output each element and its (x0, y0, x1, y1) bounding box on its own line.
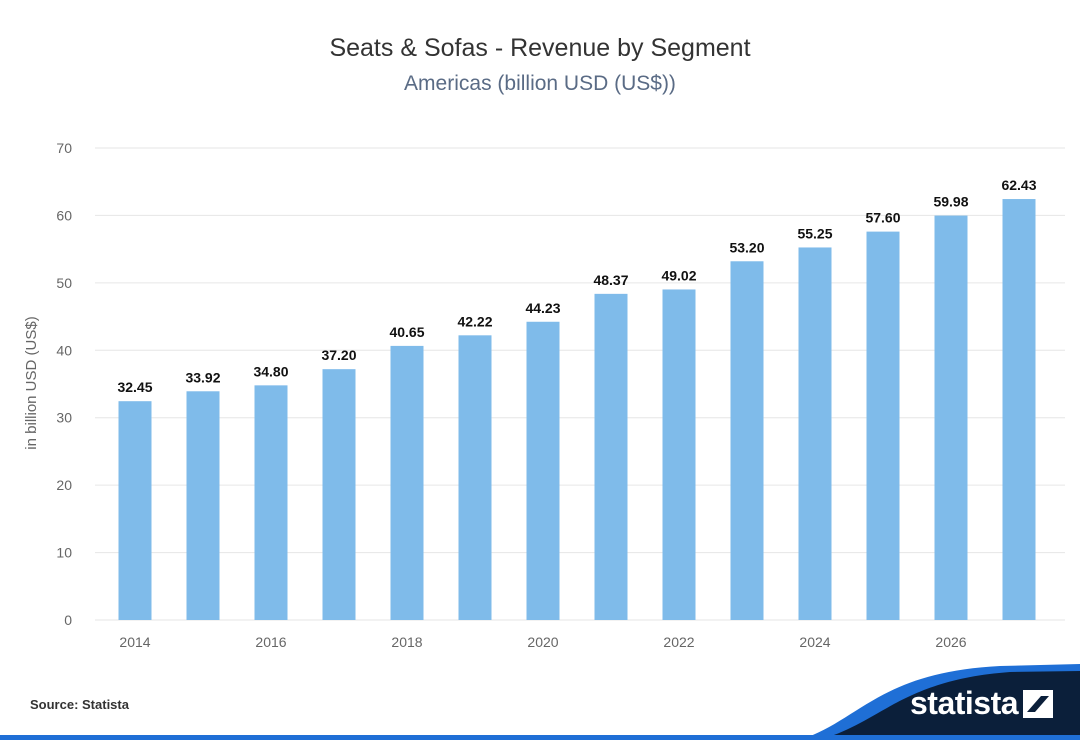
x-tick-label: 2014 (119, 634, 150, 650)
data-label: 32.45 (117, 379, 152, 395)
bar-2022[interactable] (662, 289, 696, 620)
bar-2014[interactable] (118, 401, 152, 620)
bar-2027[interactable] (1002, 199, 1036, 620)
bar-2015[interactable] (186, 391, 220, 620)
data-label: 57.60 (865, 210, 900, 226)
data-label: 48.37 (593, 272, 628, 288)
y-tick-label: 70 (56, 140, 72, 156)
data-label: 44.23 (525, 300, 560, 316)
data-label: 33.92 (185, 369, 220, 385)
data-label: 40.65 (389, 324, 424, 340)
y-tick-label: 0 (64, 612, 72, 628)
data-label: 49.02 (661, 267, 696, 283)
y-tick-label: 60 (56, 207, 72, 223)
data-label: 55.25 (797, 225, 832, 241)
data-label: 42.22 (457, 313, 492, 329)
grid-layer (95, 147, 1065, 621)
x-tick-label: 2024 (799, 634, 830, 650)
y-tick-label: 40 (56, 342, 72, 358)
y-tick-label: 30 (56, 410, 72, 426)
chart-title: Seats & Sofas - Revenue by Segment (329, 34, 751, 62)
statista-logo-text[interactable]: statista (910, 685, 1019, 721)
statista-logo-icon (1023, 690, 1053, 718)
bar-2023[interactable] (730, 261, 764, 620)
bars (118, 199, 1036, 621)
y-tick-label: 20 (56, 477, 72, 493)
data-label: 34.80 (253, 363, 288, 379)
y-tick-label: 50 (56, 275, 72, 291)
bar-2016[interactable] (254, 385, 288, 620)
x-tick-label: 2026 (935, 634, 966, 650)
y-axis: 0 10 20 30 40 50 60 70 (56, 140, 72, 628)
bar-2026[interactable] (934, 215, 968, 621)
bar-2019[interactable] (458, 335, 492, 620)
source-note: Source: Statista (30, 697, 129, 712)
x-tick-label: 2018 (391, 634, 422, 650)
bar-2017[interactable] (322, 369, 356, 620)
data-label: 59.98 (933, 194, 968, 210)
bar-2020[interactable] (526, 321, 560, 620)
bar-2025[interactable] (866, 231, 900, 620)
data-label: 53.20 (729, 239, 764, 255)
y-axis-label: in billion USD (US$) (23, 316, 40, 449)
bar-2021[interactable] (594, 293, 628, 620)
chart-subtitle: Americas (billion USD (US$)) (404, 72, 676, 95)
y-tick-label: 10 (56, 545, 72, 561)
x-tick-label: 2022 (663, 634, 694, 650)
x-tick-label: 2016 (255, 634, 286, 650)
x-tick-label: 2020 (527, 634, 558, 650)
data-label: 37.20 (321, 347, 356, 363)
data-labels: 32.45 33.92 34.80 37.20 40.65 42.22 44.23 48.37… (117, 177, 1036, 395)
x-axis: 2014 2016 2018 2020 2022 2024 2026 (119, 634, 966, 650)
data-label: 62.43 (1001, 177, 1036, 193)
bar-2018[interactable] (390, 345, 424, 620)
bar-2024[interactable] (798, 247, 832, 620)
